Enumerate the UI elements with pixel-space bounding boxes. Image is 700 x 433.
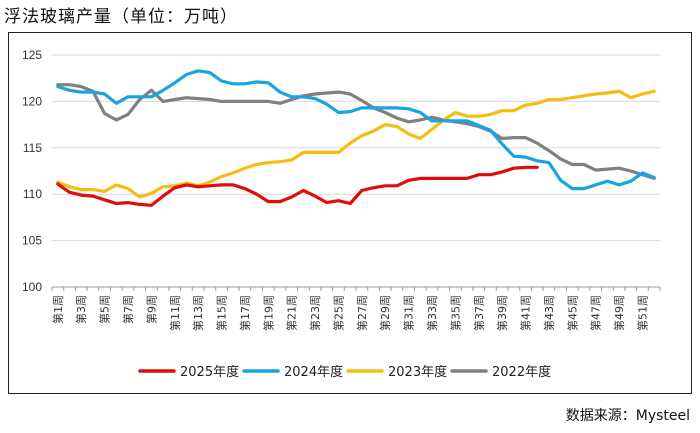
series-line-2025年度 (56, 165, 539, 207)
x-tick-label: 第21周 (285, 295, 299, 331)
x-tick-label: 第37周 (472, 295, 486, 331)
x-tick-label: 第17周 (238, 295, 252, 331)
source-label: 数据来源： (565, 408, 636, 424)
x-tick-label: 第11周 (168, 295, 182, 331)
x-tick-label: 第25周 (331, 295, 345, 331)
y-tick-label: 100 (22, 280, 42, 294)
y-tick-label: 120 (22, 94, 42, 108)
x-tick-label: 第33周 (425, 295, 439, 331)
chart-frame (8, 32, 692, 394)
y-tick-label: 110 (23, 187, 42, 201)
y-tick-label: 115 (23, 141, 42, 155)
legend: 2025年度 2024年度 2023年度 2022年度 (138, 364, 551, 380)
x-tick-label: 第45周 (565, 295, 579, 331)
x-tick-label: 第41周 (519, 295, 533, 331)
x-tick-label: 第29周 (378, 295, 392, 331)
x-tick-label: 第3周 (74, 295, 88, 324)
x-tick-label: 第39周 (495, 295, 509, 331)
legend-label: 2023年度 (388, 364, 447, 380)
x-tick-label: 第31周 (402, 295, 416, 331)
series-line-2023年度 (56, 89, 656, 199)
chart-title: 浮法玻璃产量（单位：万吨） (4, 7, 238, 27)
x-tick-label: 第7周 (121, 295, 135, 324)
x-tick-label: 第19周 (261, 295, 275, 331)
x-tick-label: 第23周 (308, 295, 322, 331)
x-tick-label: 第1周 (51, 295, 65, 324)
x-axis: 第1周 第3周 第5周 第7周 第9周 第11周 第13周 第15周 第17周 第19周 第21周第… (51, 287, 661, 331)
gridlines (52, 54, 660, 288)
x-tick-label: 第35周 (448, 295, 462, 331)
data-source: 数据来源：Mysteel (566, 405, 690, 425)
x-tick-label: 第9周 (144, 295, 158, 324)
series-lines (56, 69, 656, 207)
legend-label: 2022年度 (492, 364, 551, 380)
x-tick-label: 第51周 (635, 295, 649, 331)
x-tick-label: 第43周 (542, 295, 556, 331)
series-line-2022年度 (56, 83, 656, 180)
legend-label: 2025年度 (180, 364, 239, 380)
x-tick-label: 第47周 (589, 295, 603, 331)
x-tick-label: 第5周 (98, 295, 112, 324)
x-tick-label: 第27周 (355, 295, 369, 331)
x-tick-label: 第49周 (612, 295, 626, 331)
source-value: Mysteel (635, 408, 690, 424)
y-axis-ticks: 100 105 110 115 120 125 (22, 48, 42, 294)
y-tick-label: 125 (22, 48, 42, 62)
x-tick-label: 第13周 (191, 295, 205, 331)
y-tick-label: 105 (22, 234, 42, 248)
legend-label: 2024年度 (284, 364, 343, 380)
series-line-2024年度 (56, 69, 656, 191)
x-tick-label: 第15周 (215, 295, 229, 331)
